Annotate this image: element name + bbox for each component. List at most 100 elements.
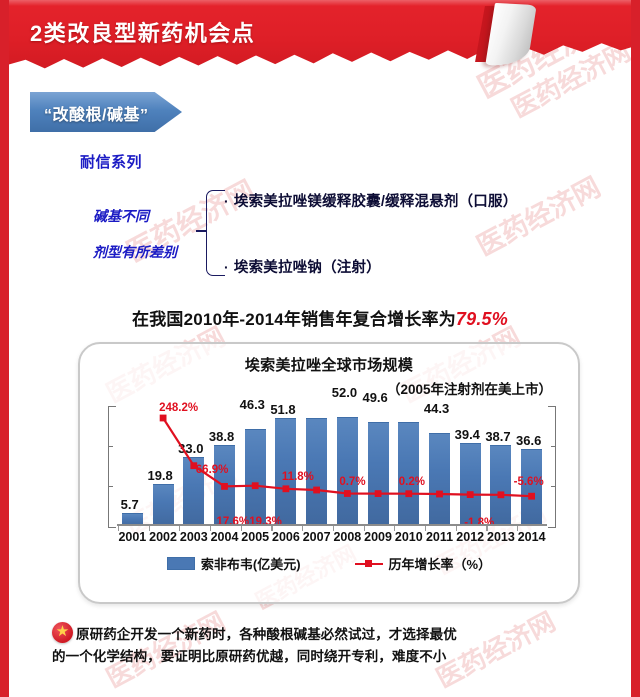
chart-card: 埃索美拉唑全球市场规模 （2005年注射剂在美上市） 5.7 19.8 33.0 38… bbox=[78, 342, 580, 604]
list-item-label: 埃索美拉唑镁缓释胶囊/缓释混悬剂（口服） bbox=[233, 194, 518, 210]
page-title: 2类改良型新药机会点 bbox=[30, 21, 256, 46]
footer-note-line1: 原研药企开发一个新药时，各种酸根碱基必然试过，才选择最优 bbox=[76, 627, 457, 642]
x-axis-label: 2014 bbox=[517, 530, 546, 544]
x-axis-labels: 2001 2002 2003 2004 2005 2006 2007 2008 2009 2010… bbox=[117, 530, 547, 548]
y-tick-right bbox=[551, 486, 556, 488]
header-banner: 2类改良型新药机会点 bbox=[0, 0, 640, 82]
bar-value-label: 5.7 bbox=[120, 497, 139, 513]
bar-value-label: 52.0 bbox=[331, 385, 358, 401]
x-axis-label: 2012 bbox=[456, 530, 485, 544]
bar-value-label: 36.6 bbox=[516, 433, 542, 449]
brace-icon bbox=[206, 190, 225, 276]
bar-value-label: 38.7 bbox=[485, 428, 511, 444]
bar bbox=[429, 433, 450, 526]
footer-note: 原研药企开发一个新药时，各种酸根碱基必然试过，才选择最优 的一个化学结构，要证明… bbox=[52, 621, 592, 668]
growth-line-marker bbox=[282, 485, 290, 493]
growth-rate-label: -1.8% bbox=[464, 516, 495, 529]
star-icon bbox=[52, 621, 73, 643]
bar bbox=[459, 443, 481, 526]
right-red-rail bbox=[631, 0, 640, 697]
bar-value-label: 39.4 bbox=[454, 427, 480, 443]
x-axis-label: 2001 bbox=[118, 530, 147, 544]
bar bbox=[183, 456, 205, 526]
x-axis-label: 2003 bbox=[179, 530, 208, 544]
x-axis-label: 2008 bbox=[333, 530, 362, 544]
growth-rate-label: 0.7% bbox=[339, 475, 366, 488]
bracket-caption: 碱基不同 剂型有所差别 bbox=[93, 198, 177, 270]
y-tick-right bbox=[551, 446, 556, 448]
growth-line-marker bbox=[528, 492, 535, 500]
x-axis-label: 2006 bbox=[272, 530, 300, 544]
growth-rate-label: 11.8% bbox=[281, 470, 314, 483]
bar bbox=[336, 417, 358, 526]
bar bbox=[490, 444, 512, 526]
x-tick bbox=[302, 526, 304, 531]
bar bbox=[306, 417, 328, 526]
growth-headline-prefix: 在我国2010年-2014年销售年复合增长率为 bbox=[132, 310, 456, 329]
bar-value-label: 19.8 bbox=[147, 468, 173, 484]
y-tick-left bbox=[108, 486, 113, 488]
bar-value-label: 49.6 bbox=[362, 390, 388, 406]
bar-value-label: 44.3 bbox=[423, 401, 450, 417]
legend-item-bar: 索非布韦(亿美元) bbox=[166, 554, 301, 573]
list-item: · 埃索美拉唑钠（注射） bbox=[224, 256, 381, 277]
growth-line-marker bbox=[159, 414, 167, 422]
chart-plot-area: 5.7 19.8 33.0 38.8 46.3 51.8 52.0 49.6 44.3 39.4 3… bbox=[108, 385, 556, 531]
x-axis-label: 2004 bbox=[210, 530, 239, 544]
list-item-label: 埃索美拉唑钠（注射） bbox=[233, 260, 381, 276]
growth-rate-label: 248.2% bbox=[159, 402, 199, 414]
section-arrow-label: “改酸根/碱基” bbox=[44, 107, 149, 124]
growth-line-marker bbox=[190, 462, 198, 470]
x-tick bbox=[425, 526, 427, 531]
bar bbox=[398, 422, 420, 526]
x-axis-label: 2002 bbox=[149, 530, 177, 544]
chart-legend: 索非布韦(亿美元) 历年增长率（%） bbox=[80, 554, 578, 573]
growth-line-marker bbox=[344, 490, 351, 497]
y-tick-left bbox=[108, 446, 113, 448]
legend-item-line: 历年增长率（%） bbox=[354, 554, 492, 573]
section-arrow-banner: “改酸根/碱基” bbox=[30, 92, 182, 132]
growth-line-marker bbox=[221, 483, 228, 490]
x-tick bbox=[455, 526, 457, 531]
bar-value-label: 51.8 bbox=[270, 401, 296, 417]
watermark-text: 医药经济网 bbox=[472, 171, 606, 262]
growth-rate-label: 0.2% bbox=[398, 475, 425, 488]
footer-note-line2: 的一个化学结构，要证明比原研药优越，同时绕开专利，难度不小 bbox=[52, 649, 447, 664]
legend-line-marker-icon bbox=[354, 558, 383, 569]
x-tick bbox=[363, 526, 365, 531]
x-tick bbox=[517, 526, 519, 531]
x-axis-baseline bbox=[117, 524, 547, 526]
growth-rate-label: 66.9% bbox=[195, 463, 229, 476]
growth-line-marker bbox=[374, 490, 382, 497]
x-tick bbox=[394, 526, 396, 531]
legend-line-label: 历年增长率（%） bbox=[388, 557, 492, 572]
bar-value-label: 46.3 bbox=[239, 397, 265, 413]
chart-subtitle: （2005年注射剂在美上市） bbox=[386, 382, 552, 397]
growth-line-marker bbox=[251, 482, 259, 490]
growth-headline-value: 79.5% bbox=[455, 309, 508, 329]
bar-value-label: 38.8 bbox=[208, 428, 235, 444]
x-axis-label: 2010 bbox=[394, 530, 423, 544]
x-axis-label: 2013 bbox=[487, 530, 515, 544]
bar bbox=[275, 417, 297, 526]
growth-rate-label: 17.6% bbox=[216, 516, 250, 529]
x-axis-label: 2011 bbox=[425, 530, 454, 544]
x-tick bbox=[148, 526, 150, 531]
y-axis-right bbox=[548, 406, 556, 528]
x-tick bbox=[332, 526, 335, 531]
bar bbox=[367, 422, 389, 526]
x-tick bbox=[240, 526, 242, 531]
y-axis-left bbox=[108, 406, 116, 528]
bracket-caption-line1: 碱基不同 bbox=[93, 208, 149, 224]
bar bbox=[121, 513, 143, 526]
growth-line-marker bbox=[497, 491, 505, 499]
growth-rate-label: -5.6% bbox=[513, 476, 544, 489]
growth-line-marker bbox=[466, 491, 474, 498]
x-tick bbox=[179, 526, 181, 531]
x-tick bbox=[271, 526, 273, 531]
growth-line-marker bbox=[436, 490, 443, 498]
growth-line-series bbox=[159, 414, 535, 500]
x-axis-label: 2009 bbox=[364, 530, 392, 544]
x-tick bbox=[117, 526, 120, 531]
